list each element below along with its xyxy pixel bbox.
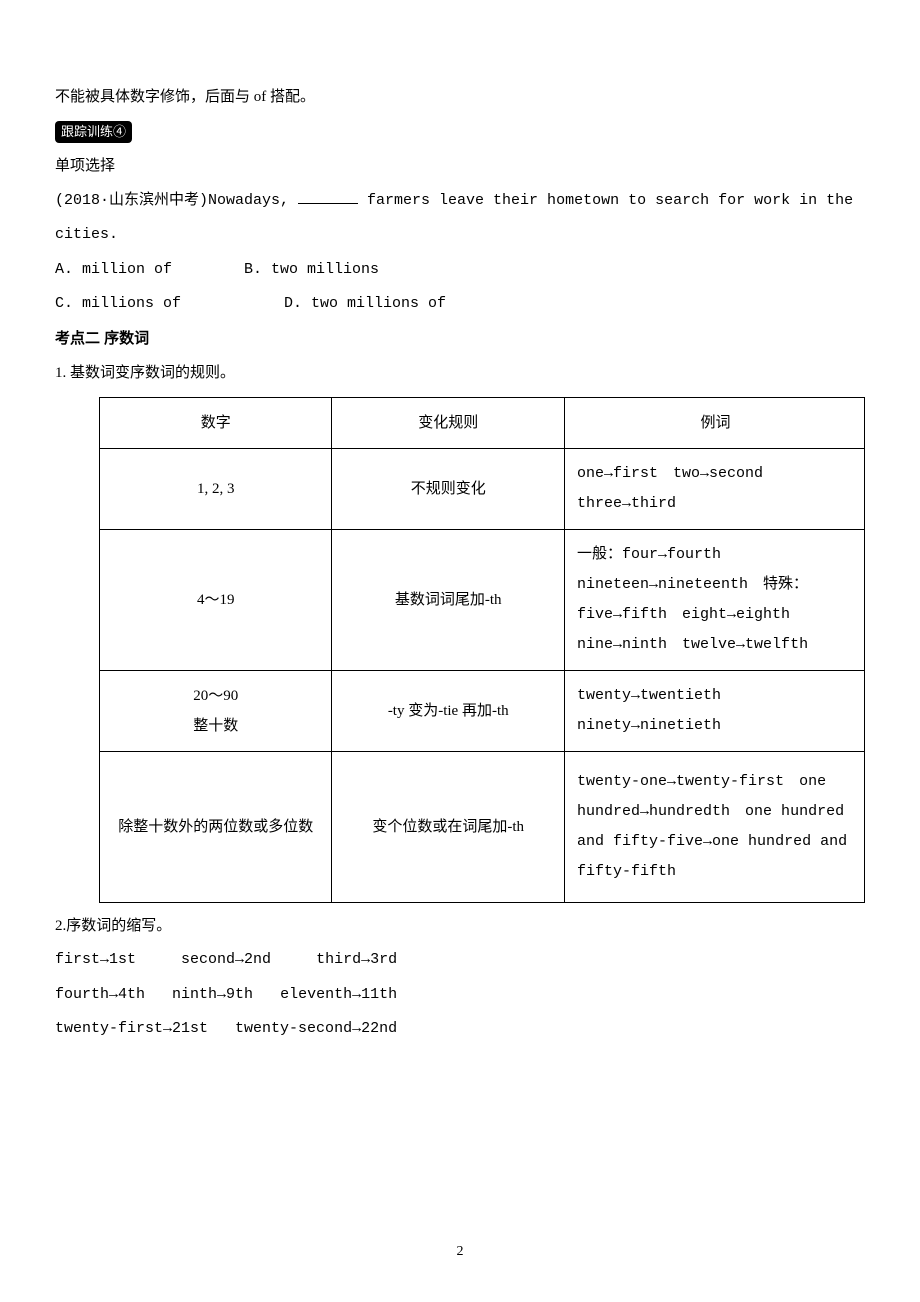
abbrev-l2-a: fourth→4th	[55, 986, 145, 1003]
cell-r3-c2: -ty 变为-tie 再加-th	[332, 670, 565, 751]
cell-r3-c1: 20～90 整十数	[100, 670, 332, 751]
kd2-2-title: 2.序数词的缩写。	[55, 909, 865, 944]
q4-opt-c: C. millions of	[55, 287, 275, 322]
table-row: 除整十数外的两位数或多位数 变个位数或在词尾加-th twenty-one→tw…	[100, 751, 865, 902]
q4-prefix: (2018·山东滨州中考)Nowadays,	[55, 192, 298, 209]
page-container: 不能被具体数字修饰，后面与 of 搭配。 跟踪训练④ 单项选择 (2018·山东…	[0, 0, 920, 1302]
table-row: 4～19 基数词词尾加-th 一般：four→fourth nineteen→n…	[100, 529, 865, 670]
single-choice-label: 单项选择	[55, 149, 865, 184]
th-example: 例词	[565, 397, 865, 448]
cell-r4-c2: 变个位数或在词尾加-th	[332, 751, 565, 902]
abbrev-l1-b: second→2nd	[181, 951, 271, 968]
abbrev-l3-b: twenty-second→22nd	[235, 1020, 397, 1037]
abbrev-line1: first→1st second→2nd third→3rd	[55, 943, 865, 978]
q4-blank	[298, 203, 358, 204]
cell-r4-c3: twenty-one→twenty-first one hundred→hund…	[565, 751, 865, 902]
q4-opt-b: B. two millions	[244, 253, 379, 288]
kd2-title: 考点二 序数词	[55, 322, 865, 357]
cell-r1-c2: 不规则变化	[332, 448, 565, 529]
cell-r2-c2: 基数词词尾加-th	[332, 529, 565, 670]
cell-r2-c3: 一般：four→fourth nineteen→nineteenth 特殊：fi…	[565, 529, 865, 670]
cell-r4-c1: 除整十数外的两位数或多位数	[100, 751, 332, 902]
badge-follow-4: 跟踪训练④	[55, 121, 132, 143]
abbrev-l1-c: third→3rd	[316, 951, 397, 968]
table-row: 20～90 整十数 -ty 变为-tie 再加-th twenty→twenti…	[100, 670, 865, 751]
cell-r2-c1: 4～19	[100, 529, 332, 670]
th-number: 数字	[100, 397, 332, 448]
badge-4-wrap: 跟踪训练④	[55, 115, 865, 150]
abbrev-l3-a: twenty-first→21st	[55, 1020, 208, 1037]
intro-text: 不能被具体数字修饰，后面与 of 搭配。	[55, 80, 865, 115]
kd2-rule1: 1. 基数词变序数词的规则。	[55, 356, 865, 391]
cell-r3-c1-line2: 整十数	[110, 711, 321, 741]
ordinal-rule-table: 数字 变化规则 例词 1, 2, 3 不规则变化 one→first two→s…	[99, 397, 865, 903]
table-head-row: 数字 变化规则 例词	[100, 397, 865, 448]
abbrev-line2: fourth→4th ninth→9th eleventh→11th	[55, 978, 865, 1013]
q4-opt-a: A. million of	[55, 253, 235, 288]
q4-options-row1: A. million of B. two millions	[55, 253, 865, 288]
cell-r1-c1: 1, 2, 3	[100, 448, 332, 529]
abbrev-line3: twenty-first→21st twenty-second→22nd	[55, 1012, 865, 1047]
q4-options-row2: C. millions of D. two millions of	[55, 287, 865, 322]
abbrev-l2-c: eleventh→11th	[280, 986, 397, 1003]
q4-opt-d: D. two millions of	[284, 287, 446, 322]
th-rule: 变化规则	[332, 397, 565, 448]
cell-r3-c1-line1: 20～90	[110, 681, 321, 711]
cell-r1-c3: one→first two→second three→third	[565, 448, 865, 529]
question-4-stem: (2018·山东滨州中考)Nowadays, farmers leave the…	[55, 184, 865, 253]
table-row: 1, 2, 3 不规则变化 one→first two→second three…	[100, 448, 865, 529]
abbrev-l2-b: ninth→9th	[172, 986, 253, 1003]
cell-r3-c3: twenty→twentieth ninety→ninetieth	[565, 670, 865, 751]
abbrev-l1-a: first→1st	[55, 951, 136, 968]
page-number: 2	[0, 1236, 920, 1268]
